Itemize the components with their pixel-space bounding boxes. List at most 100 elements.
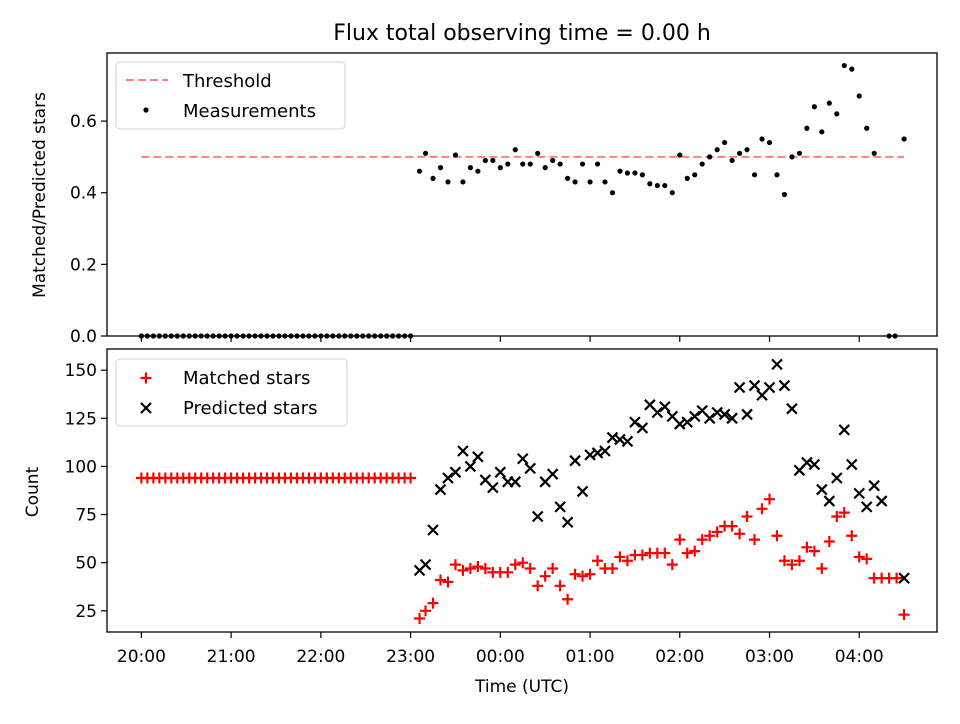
- predicted-star-marker: [494, 466, 507, 478]
- matched-star-marker: [636, 549, 648, 561]
- measurement-point: [729, 157, 735, 164]
- measurement-point: [497, 165, 503, 171]
- count-y-tick-label: 150: [65, 361, 97, 381]
- matched-star-marker: [793, 555, 805, 567]
- measurement-point: [467, 165, 474, 171]
- ratio-plot-area: [138, 62, 907, 339]
- count-y-tick-label: 50: [75, 554, 97, 574]
- measurement-point: [707, 154, 713, 160]
- measurement-point: [512, 147, 518, 153]
- predicted-star-marker: [838, 424, 851, 436]
- predicted-star-marker: [509, 476, 522, 488]
- measurement-point: [609, 190, 616, 196]
- predicted-star-marker: [561, 516, 574, 529]
- matched-star-marker: [823, 536, 835, 548]
- matched-star-marker: [621, 555, 633, 567]
- matched-star-marker: [532, 580, 544, 592]
- matched-star-marker: [861, 553, 873, 565]
- predicted-star-marker: [442, 472, 454, 484]
- predicted-star-marker: [629, 416, 641, 428]
- count-y-tick-label: 100: [65, 457, 97, 477]
- measurement-point: [490, 157, 496, 164]
- predicted-star-marker: [778, 379, 791, 392]
- predicted-star-marker: [524, 462, 537, 475]
- measurement-point: [849, 66, 855, 72]
- x-tick-label: 23:00: [386, 647, 435, 667]
- matched-star-marker: [898, 609, 910, 621]
- matched-star-marker: [726, 520, 738, 532]
- matched-star-marker: [524, 562, 536, 574]
- threshold-legend-label: Threshold: [182, 71, 272, 92]
- matched-star-marker: [539, 570, 551, 582]
- measurement-point: [834, 111, 840, 117]
- x-tick-label: 03:00: [745, 647, 794, 667]
- matched-star-marker: [891, 572, 903, 584]
- matched-star-marker: [464, 562, 476, 574]
- measurement-point: [826, 100, 832, 106]
- matched-star-marker: [606, 562, 618, 574]
- predicted-star-marker: [531, 510, 544, 523]
- matched-star-marker: [427, 597, 439, 609]
- predicted-star-marker: [449, 466, 462, 478]
- ratio-legend-box: [115, 61, 346, 130]
- measurement-point: [774, 172, 780, 178]
- matched-star-marker: [614, 551, 626, 563]
- measurement-point: [430, 175, 436, 181]
- measurement-point: [811, 104, 817, 110]
- predicted-star-marker: [741, 408, 753, 421]
- predicted-star-marker: [621, 435, 634, 448]
- matched-star-marker: [696, 534, 708, 546]
- predicted-star-marker: [457, 445, 469, 457]
- predicted-legend-swatch: [140, 402, 152, 414]
- matched-star-marker: [472, 561, 484, 573]
- measurement-point: [856, 93, 862, 99]
- ratio-axes-frame: [106, 52, 938, 337]
- ratio-x-tick-marks: [140, 336, 860, 342]
- matched-star-marker: [502, 566, 514, 578]
- measurement-point: [677, 152, 683, 158]
- chart-title: Flux total observing time = 0.00 h: [333, 21, 711, 46]
- count-legend: Matched stars Predicted stars: [115, 358, 348, 427]
- predicted-star-marker: [726, 412, 738, 425]
- count-y-axis-label: Count: [23, 466, 43, 517]
- ratio-y-tick-label: 0.4: [70, 184, 97, 204]
- ratio-y-tick-label: 0.2: [70, 255, 97, 275]
- measurement-point: [460, 179, 466, 185]
- x-tick-label: 02:00: [655, 647, 704, 667]
- predicted-star-marker: [681, 416, 694, 428]
- matched-star-marker: [554, 580, 566, 592]
- ratio-y-tick-label: 0.0: [70, 327, 97, 347]
- measurement-point: [520, 161, 526, 167]
- measurement-point: [632, 170, 638, 176]
- measurement-point: [542, 165, 548, 171]
- ratio-panel: 0.0 0.2 0.4 0.6 Matched/Predicted stars Thr…: [30, 52, 938, 347]
- measurement-point: [557, 161, 563, 167]
- measurement-point: [751, 172, 758, 178]
- x-axis-label: Time (UTC): [474, 677, 569, 697]
- measurement-point: [841, 62, 847, 69]
- matched-star-marker: [749, 534, 761, 546]
- predicted-star-marker: [651, 406, 664, 419]
- measurement-point: [617, 168, 623, 174]
- measurement-point: [662, 182, 668, 189]
- x-tick-label: 00:00: [476, 647, 525, 667]
- matched-star-marker: [414, 613, 426, 625]
- measurement-point: [789, 154, 795, 160]
- measurement-point: [422, 150, 429, 156]
- matched-star-marker: [764, 493, 776, 505]
- measurement-point: [482, 157, 488, 164]
- measurement-point: [692, 172, 698, 178]
- predicted-star-marker: [688, 410, 701, 423]
- predicted-star-marker: [718, 408, 731, 421]
- measurement-point: [684, 175, 690, 181]
- matched-star-marker: [734, 528, 746, 540]
- matched-star-marker: [457, 564, 469, 576]
- predicted-legend-label: Predicted stars: [183, 398, 317, 419]
- predicted-star-marker: [576, 485, 589, 498]
- matched-star-marker: [808, 545, 820, 557]
- measurement-point: [864, 125, 870, 131]
- predicted-star-marker: [427, 524, 439, 536]
- predicted-star-marker: [472, 451, 484, 463]
- predicted-star-marker: [546, 468, 559, 480]
- matched-star-marker: [786, 559, 798, 571]
